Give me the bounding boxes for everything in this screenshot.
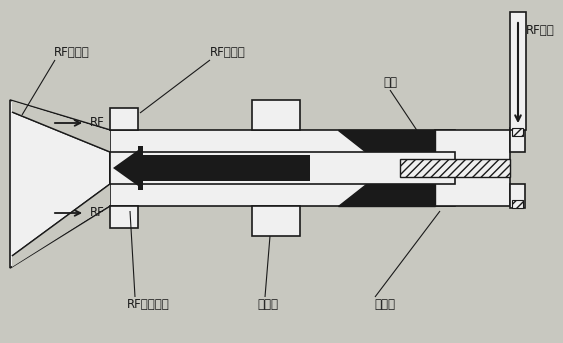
Text: RF转换器: RF转换器	[210, 46, 246, 59]
Polygon shape	[12, 184, 110, 267]
Bar	[510, 12, 526, 130]
Polygon shape	[113, 148, 310, 188]
Polygon shape	[338, 130, 435, 152]
Bar	[138, 146, 143, 190]
Text: RF输出窗: RF输出窗	[54, 46, 90, 59]
Bar	[110, 130, 455, 206]
Bar	[512, 200, 523, 208]
Bar	[510, 184, 525, 208]
Text: 阴极: 阴极	[383, 75, 397, 88]
Text: RF: RF	[90, 117, 105, 130]
Bar	[435, 130, 510, 206]
Bar	[110, 152, 455, 184]
Polygon shape	[338, 184, 435, 206]
Text: RF输入: RF输入	[526, 24, 555, 36]
Bar	[110, 206, 138, 228]
Bar	[400, 159, 510, 177]
Polygon shape	[10, 100, 110, 268]
Text: ←相对论电子束: ←相对论电子束	[219, 163, 271, 176]
Bar	[512, 128, 523, 136]
Text: 第二腔: 第二腔	[257, 298, 279, 311]
Bar	[110, 108, 138, 130]
Bar	[252, 100, 300, 130]
Text: RF: RF	[90, 206, 105, 220]
Bar	[510, 128, 525, 152]
Bar	[252, 206, 300, 236]
Polygon shape	[12, 101, 110, 152]
Text: RF输出间隙: RF输出间隙	[127, 298, 169, 311]
Text: 第一腔: 第一腔	[374, 298, 395, 311]
